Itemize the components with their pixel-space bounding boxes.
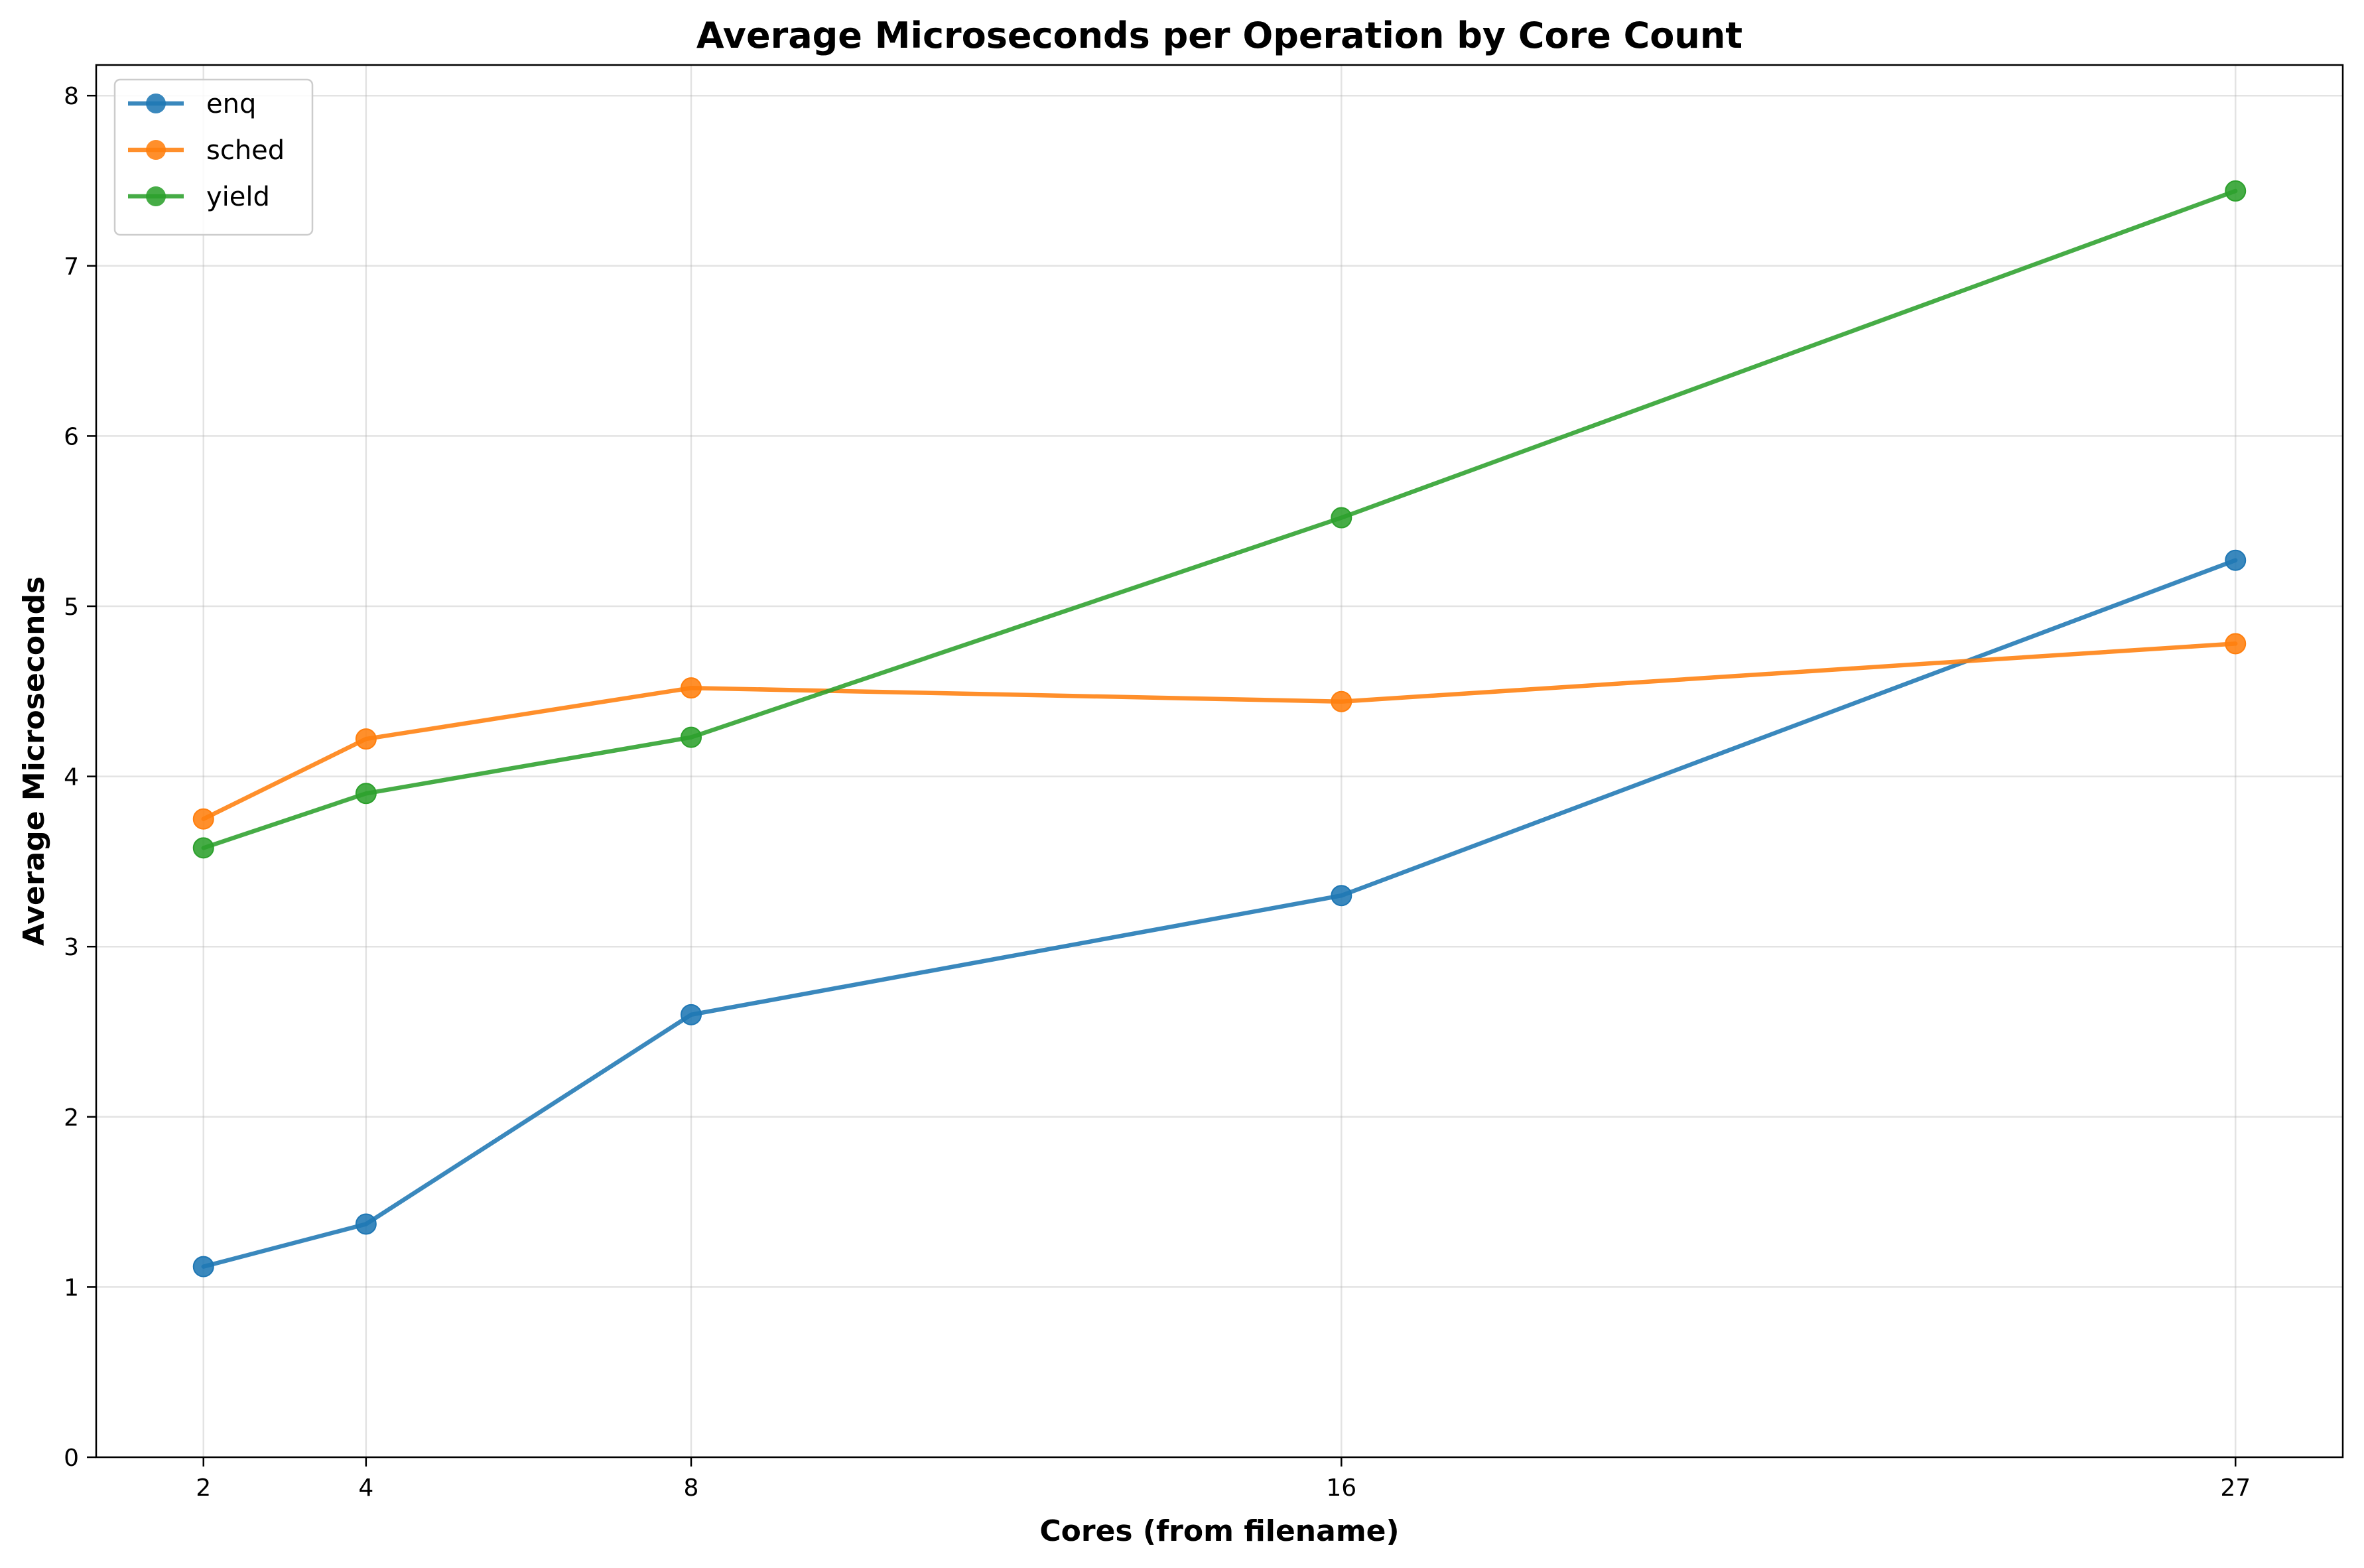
series-yield — [192, 180, 2247, 859]
x-axis: 2 4 8 16 27 — [196, 1457, 2251, 1502]
chart-title: Average Microseconds per Operation by Co… — [696, 15, 1742, 56]
y-tick-label: 3 — [64, 934, 79, 961]
y-tick-label: 7 — [64, 253, 79, 281]
x-tick-label: 16 — [1326, 1474, 1356, 1502]
y-tick-label: 0 — [64, 1445, 79, 1472]
legend-item-yield: yield — [128, 182, 270, 212]
data-point-enq — [192, 1256, 214, 1277]
data-point-yield — [1331, 507, 1352, 529]
y-axis: 0 1 2 3 4 5 6 7 8 — [64, 83, 96, 1472]
plot-frame — [95, 64, 2344, 1459]
series-line-yield — [201, 188, 2238, 850]
legend-label: enq — [206, 89, 256, 119]
series-line-enq — [201, 558, 2238, 1269]
data-point-yield — [2225, 180, 2247, 202]
data-point-yield — [192, 837, 214, 859]
legend-marker — [146, 140, 166, 160]
series-line-sched — [201, 641, 2238, 821]
data-point-enq — [2225, 549, 2247, 571]
x-tick-label: 4 — [358, 1474, 373, 1502]
x-tick-label: 27 — [2220, 1474, 2251, 1502]
series-layer — [192, 180, 2247, 1277]
x-tick-label: 8 — [684, 1474, 699, 1502]
series-sched — [192, 633, 2247, 830]
legend-marker — [146, 186, 166, 206]
series-enq — [192, 549, 2247, 1277]
legend-item-enq: enq — [128, 89, 256, 119]
legend-marker — [146, 94, 166, 113]
data-point-yield — [355, 783, 377, 805]
data-point-sched — [680, 677, 702, 699]
legend-label: sched — [206, 135, 285, 166]
legend-label: yield — [206, 182, 270, 212]
y-tick-label: 6 — [64, 423, 79, 450]
data-point-sched — [192, 808, 214, 830]
data-point-sched — [1331, 690, 1352, 712]
x-tick-label: 2 — [196, 1474, 211, 1502]
data-point-sched — [2225, 633, 2247, 655]
x-axis-title: Cores (from filename) — [1039, 1514, 1399, 1548]
y-tick-label: 5 — [64, 594, 79, 621]
legend: enq sched yield — [113, 78, 314, 236]
y-tick-label: 2 — [64, 1104, 79, 1132]
y-tick-label: 4 — [64, 764, 79, 791]
y-tick-label: 1 — [64, 1274, 79, 1301]
data-point-sched — [355, 728, 377, 750]
data-point-enq — [355, 1213, 377, 1235]
legend-item-sched: sched — [128, 135, 285, 166]
data-point-yield — [680, 726, 702, 748]
data-point-enq — [1331, 885, 1352, 907]
y-tick-label: 8 — [64, 83, 79, 110]
data-point-enq — [680, 1004, 702, 1025]
y-axis-title: Average Microseconds — [17, 576, 51, 946]
